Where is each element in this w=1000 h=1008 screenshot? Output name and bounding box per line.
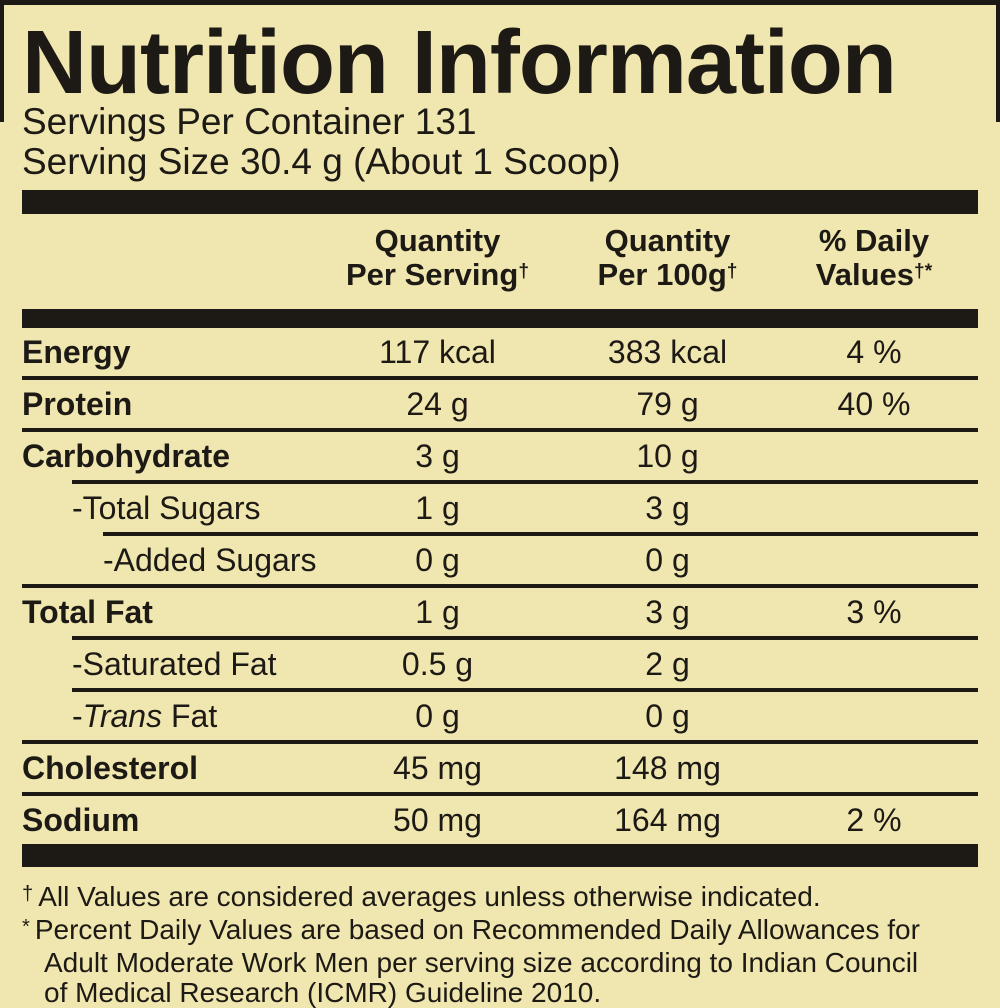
daily-value: 2 %: [846, 802, 902, 839]
per-serving-value: 0 g: [415, 542, 460, 579]
serving-size: Serving Size 30.4 g (About 1 Scoop): [22, 141, 621, 183]
column-header-daily-values: % Daily Values†*: [815, 223, 933, 293]
per-serving-value: 24 g: [406, 386, 469, 423]
divider: [22, 428, 978, 433]
nutrient-name: -Trans Fat: [72, 698, 218, 735]
per-serving-value: 3 g: [415, 438, 460, 475]
thick-divider-top: [22, 190, 978, 215]
per-100g-value: 3 g: [645, 490, 690, 527]
table-row-saturated-fat: -Saturated Fat 0.5 g 2 g: [22, 640, 978, 688]
per-100g-value: 164 mg: [614, 802, 721, 839]
nutrient-name: Total Fat: [22, 594, 153, 631]
footnote-asterisk: * Percent Daily Values are based on Recom…: [22, 914, 920, 1008]
per-100g-value: 2 g: [645, 646, 690, 683]
divider: [22, 376, 978, 381]
nutrient-name: -Saturated Fat: [72, 646, 277, 683]
label-top-border: [0, 0, 1000, 5]
divider-indented: [72, 636, 978, 641]
per-100g-value: 10 g: [636, 438, 699, 475]
dagger-symbol: †: [22, 882, 34, 905]
per-100g-value: 383 kcal: [607, 334, 728, 371]
daily-value: 40 %: [837, 386, 911, 423]
footnote-dagger: † All Values are considered averages unle…: [22, 881, 821, 913]
page-title: Nutrition Information: [22, 13, 897, 113]
nutrient-name: -Added Sugars: [103, 542, 317, 579]
daily-value: 3 %: [846, 594, 902, 631]
per-serving-value: 0.5 g: [401, 646, 474, 683]
nutrient-name: Protein: [22, 386, 133, 423]
dagger-asterisk-symbol: †*: [914, 260, 933, 282]
column-header-nutrient: [22, 224, 310, 297]
per-serving-value: 50 mg: [393, 802, 482, 839]
per-serving-value: 1 g: [415, 594, 460, 631]
per-100g-value: 3 g: [645, 594, 690, 631]
daily-value: [770, 536, 978, 584]
nutrition-label: Nutrition Information Servings Per Conta…: [22, 5, 978, 1008]
table-row-sodium: Sodium 50 mg 164 mg 2 %: [22, 796, 978, 844]
nutrient-name: Cholesterol: [22, 750, 199, 787]
divider: [22, 792, 978, 797]
daily-value: [770, 484, 978, 532]
footnotes: † All Values are considered averages unle…: [22, 882, 978, 1008]
table-row-protein: Protein 24 g 79 g 40 %: [22, 380, 978, 428]
label-left-border: [0, 0, 4, 122]
nutrient-name: Energy: [22, 334, 131, 371]
per-serving-value: 0 g: [415, 698, 460, 735]
per-serving-value: 117 kcal: [379, 334, 496, 371]
per-100g-value: 79 g: [636, 386, 699, 423]
divider: [22, 584, 978, 589]
nutrient-name: -Total Sugars: [72, 490, 261, 527]
divider-indented: [72, 480, 978, 485]
table-row-carbohydrate: Carbohydrate 3 g 10 g: [22, 432, 978, 480]
dagger-symbol: †: [518, 260, 529, 282]
nutrient-name: Carbohydrate: [22, 438, 231, 475]
column-header-per-serving: Quantity Per Serving†: [346, 223, 529, 293]
table-row-total-fat: Total Fat 1 g 3 g 3 %: [22, 588, 978, 636]
per-serving-value: 1 g: [415, 490, 460, 527]
asterisk-symbol: *: [22, 915, 30, 938]
column-header-per-100g: Quantity Per 100g†: [597, 223, 738, 293]
divider: [22, 740, 978, 745]
table-row-trans-fat: -Trans Fat 0 g 0 g: [22, 692, 978, 740]
thick-divider-bottom: [22, 844, 978, 868]
servings-per-container: Servings Per Container 131: [22, 101, 477, 143]
daily-value: [770, 432, 978, 480]
thick-divider-header: [22, 309, 978, 329]
nutrient-name: Sodium: [22, 802, 140, 839]
per-100g-value: 148 mg: [614, 750, 721, 787]
daily-value: [770, 640, 978, 688]
daily-value: 4 %: [846, 334, 902, 371]
daily-value: [770, 692, 978, 740]
table-row-added-sugars: -Added Sugars 0 g 0 g: [22, 536, 978, 584]
per-serving-value: 45 mg: [393, 750, 482, 787]
table-row-energy: Energy 117 kcal 383 kcal 4 %: [22, 328, 978, 376]
label-right-border: [996, 0, 1000, 122]
dagger-symbol: †: [726, 260, 738, 282]
divider-indented: [103, 532, 978, 537]
table-row-cholesterol: Cholesterol 45 mg 148 mg: [22, 744, 978, 792]
per-100g-value: 0 g: [645, 542, 690, 579]
daily-value: [770, 744, 978, 792]
table-row-total-sugars: -Total Sugars 1 g 3 g: [22, 484, 978, 532]
per-100g-value: 0 g: [645, 698, 690, 735]
divider-indented: [72, 688, 978, 693]
table-header-row: Quantity Per Serving† Quantity Per 100g†…: [22, 214, 978, 309]
